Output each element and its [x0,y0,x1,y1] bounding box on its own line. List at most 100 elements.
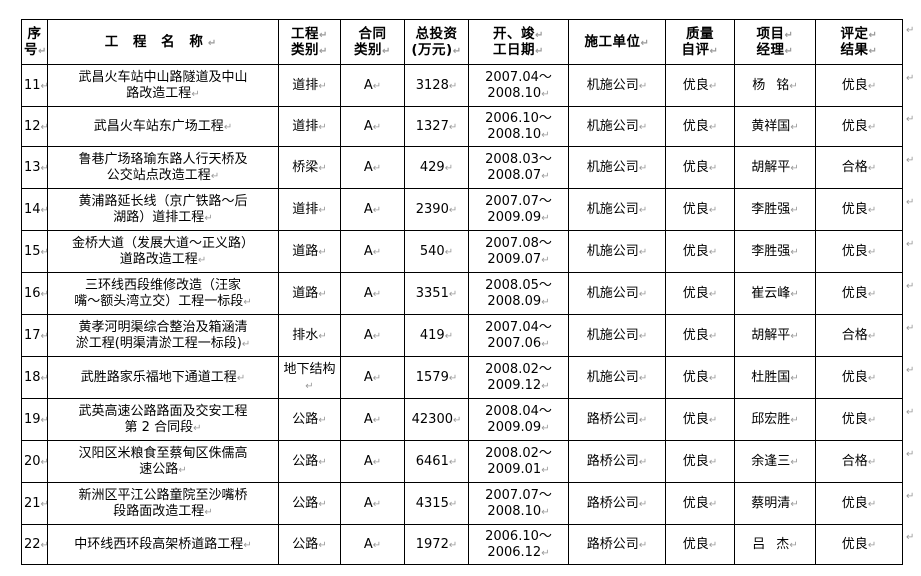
paragraph-mark-icon: ↵ [243,296,252,308]
paragraph-mark-icon: ↵ [204,506,213,518]
evaluation-result-value: 优良 [841,201,868,217]
end-date: 2008.10↵ [471,127,566,143]
header-self-assessment-line1: 质量 [686,25,714,42]
paragraph-mark-icon: ↵ [789,539,798,551]
paragraph-mark-icon: ↵ [448,121,458,133]
cell-project-name: 新洲区平江公路童院至沙嘴桥 段路面改造工程↵ [47,482,279,525]
total-investment-value: 4315 [415,495,449,511]
header-investment: 总投资 (万元)↵ [404,19,469,65]
paragraph-mark-icon: ↵ [372,288,382,300]
paragraph-mark-icon: ↵ [906,407,915,418]
paragraph-mark-icon: ↵ [638,162,648,174]
paragraph-mark-icon: ↵ [708,330,718,342]
table-header-row: 序 号↵ 工 程 名 称↵ 工程↵ 类别↵ 合同 类别↵ 总投资 (万元)↵ [21,19,903,65]
cell-project-manager: 胡解平↵ [734,146,816,189]
construction-unit-value: 机施公司 [586,118,639,134]
contract-category-value: A [363,118,373,134]
contract-category-value: A [363,201,373,217]
cell-contract-category: A↵ [340,356,405,399]
paragraph-mark-icon: ↵ [319,46,328,57]
end-date-text: 2007.06 [487,335,542,351]
cell-contract-category: A↵ [340,482,405,525]
header-category-line2: 类别↵ [291,42,328,58]
sequence-number-value: 16 [24,285,41,301]
cell-project-category: 公路↵ [278,482,341,525]
start-date: 2007.04～ [485,319,552,335]
paragraph-mark-icon: ↵ [448,204,458,216]
project-manager-name-part: 铭 [776,77,790,93]
cell-sequence-number: 14↵ [21,188,49,231]
cell-contract-category: A↵ [340,440,405,483]
cell-quality-self-assessment: 优良↵ [665,524,735,565]
project-name-text: 淤工程(明渠清淤工程一标段) [75,335,242,351]
construction-unit-value: 机施公司 [586,327,639,343]
end-date-text: 2009.09 [487,209,542,225]
evaluation-result-value: 合格 [841,159,868,175]
cell-start-end-dates: 2007.04～ 2007.06↵ [468,314,569,357]
cell-contract-category: A↵ [340,314,405,357]
evaluation-result-value: 优良 [841,118,868,134]
start-date: 2008.05～ [485,277,552,293]
paragraph-mark-icon: ↵ [708,372,718,384]
cell-sequence-number: 12↵ [21,106,49,147]
cell-project-manager: 余逢三↵ [734,440,816,483]
paragraph-mark-icon: ↵ [444,246,454,258]
header-evaluation-result: 评定↵ 结果↵ [815,19,903,65]
paragraph-mark-icon: ↵ [638,204,648,216]
quality-self-assessment-value: 优良 [682,453,709,469]
start-date: 2008.03～ [485,151,552,167]
contract-category-value: A [363,327,373,343]
start-date: 2007.04～ [485,69,552,85]
cell-project-name: 武胜路家乐福地下通道工程↵ [47,356,279,399]
cell-project-manager: 吕杰↵ [734,524,816,565]
paragraph-mark-icon: ↵ [638,246,648,258]
paragraph-mark-icon: ↵ [318,498,327,510]
paragraph-mark-icon: ↵ [906,114,915,125]
paragraph-mark-icon: ↵ [867,204,877,216]
paragraph-mark-icon: ↵ [372,539,382,551]
cell-project-category: 道排↵ [278,106,341,147]
project-name-text: 第 2 合同段 [124,419,194,435]
paragraph-mark-icon: ↵ [708,246,718,258]
header-project-manager: 项目↵ 经理↵ [734,19,816,65]
paragraph-mark-icon: ↵ [197,254,207,266]
project-name-text: 道路改造工程 [119,251,198,267]
paragraph-mark-icon: ↵ [708,498,718,510]
project-manager-name-part: 杰 [776,536,790,552]
cell-project-name: 鲁巷广场珞瑜东路人行天桥及 公交站点改造工程↵ [47,146,279,189]
project-name-text: 黄孝河明渠综合整治及箱涵清 [78,319,248,335]
contract-category-value: A [363,159,373,175]
cell-construction-unit: 路桥公司↵ [568,482,666,525]
paragraph-mark-icon: ↵ [541,129,550,141]
header-contract-line2: 类别↵ [354,42,391,58]
header-construction-unit-line1: 施工单位↵ [584,33,650,50]
cell-evaluation-result: 合格↵ [815,440,903,483]
cell-contract-category: A↵ [340,230,405,273]
project-manager-name-part: 胡解平 [751,159,791,175]
cell-project-manager: 杨铭↵ [734,64,816,107]
paragraph-mark-icon: ↵ [708,539,718,551]
cell-evaluation-result: 优良↵ [815,524,903,565]
cell-sequence-number: 22↵ [21,524,49,565]
cell-project-manager: 李胜强↵ [734,230,816,273]
end-date: 2007.06↵ [471,336,566,352]
cell-sequence-number: 16↵ [21,272,49,315]
paragraph-mark-icon: ↵ [638,372,648,384]
paragraph-mark-icon: ↵ [40,288,49,300]
project-name-line: 公交站点改造工程↵ [50,168,276,184]
cell-project-name: 武昌火车站东广场工程↵ [47,106,279,147]
cell-contract-category: A↵ [340,188,405,231]
paragraph-mark-icon: ↵ [319,29,328,41]
evaluation-result-value: 优良 [841,495,868,511]
paragraph-mark-icon: ↵ [906,239,915,250]
table-body: 11↵ 武昌火车站中山路隧道及中山 路改造工程↵ 道排↵ A↵ 3128↵ 2007.04～… [21,64,903,565]
cell-evaluation-result: 优良↵ [815,64,903,107]
cell-sequence-number: 15↵ [21,230,49,273]
paragraph-mark-icon: ↵ [40,456,49,468]
project-name-line: 淤工程(明渠清淤工程一标段)↵ [50,336,276,352]
paragraph-mark-icon: ↵ [40,414,49,426]
cell-project-name: 三环线西段维修改造（汪家 嘴～额头湾立交）工程一标段↵ [47,272,279,315]
cell-evaluation-result: 优良↵ [815,272,903,315]
paragraph-mark-icon: ↵ [867,372,877,384]
paragraph-mark-icon: ↵ [535,29,544,41]
